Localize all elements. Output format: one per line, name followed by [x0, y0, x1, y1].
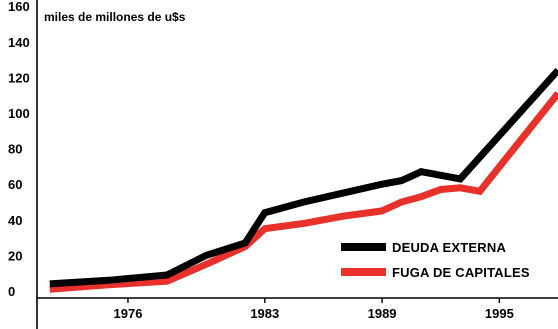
y-tick-label: 40	[8, 213, 22, 228]
series-line-fuga-de-capitales	[49, 91, 558, 293]
legend-label: DEUDA EXTERNA	[392, 240, 506, 255]
y-axis-label: miles de millones de u$s	[44, 10, 186, 24]
legend-label: FUGA DE CAPITALES	[392, 265, 530, 280]
legend: DEUDA EXTERNA FUGA DE CAPITALES	[341, 240, 530, 280]
series-line-deuda-externa	[49, 67, 558, 288]
x-axis: 1976 1983 1989 1995	[37, 297, 558, 321]
x-tick-label: 1983	[250, 306, 279, 321]
y-tick-label: 160	[8, 0, 30, 14]
y-tick-label: 0	[8, 284, 15, 299]
y-tick-label: 100	[8, 106, 30, 121]
x-tick-label: 1995	[485, 306, 514, 321]
y-tick-label: 140	[8, 35, 30, 50]
y-tick-label: 120	[8, 70, 30, 85]
y-tick-label: 20	[8, 248, 22, 263]
y-axis: 0 20 40 60 80 100 120 140 160	[8, 0, 38, 329]
x-tick-label: 1976	[114, 306, 143, 321]
y-tick-label: 60	[8, 177, 22, 192]
x-tick-label: 1989	[368, 306, 397, 321]
series-layer	[49, 67, 558, 293]
y-tick-label: 80	[8, 142, 22, 157]
